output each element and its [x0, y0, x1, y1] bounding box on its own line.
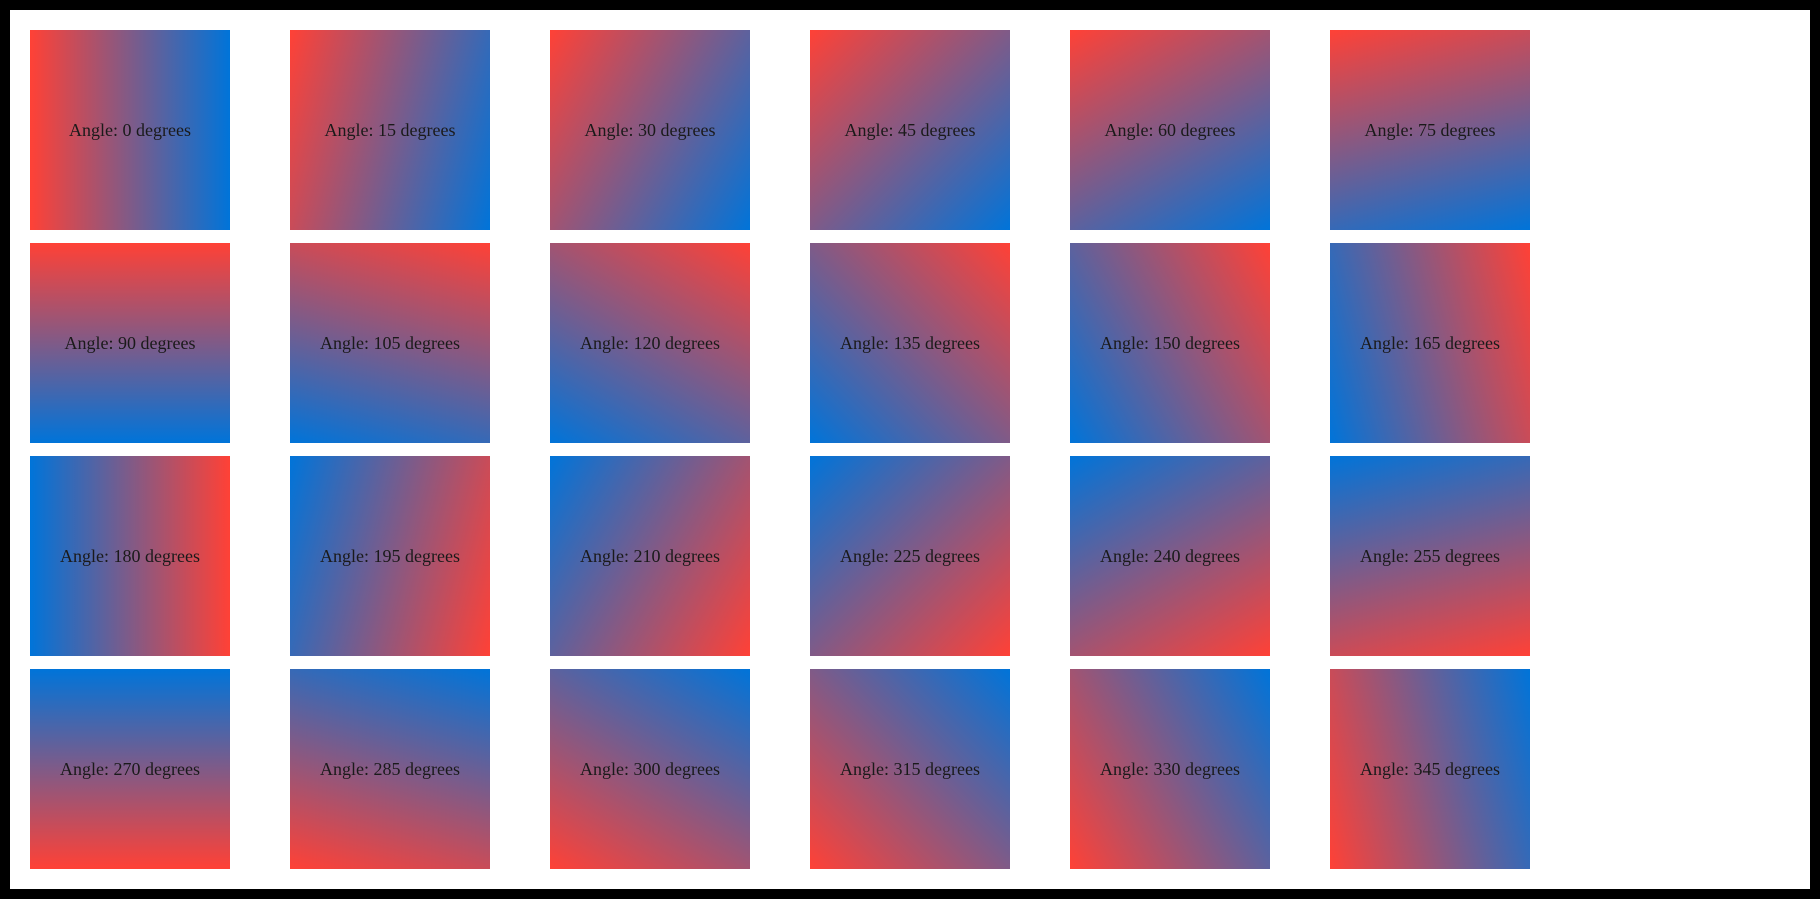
- tile-label: Angle: 270 degrees: [60, 758, 200, 779]
- tile-label: Angle: 15 degrees: [324, 119, 456, 140]
- tile-label: Angle: 90 degrees: [64, 332, 196, 353]
- tile-label: Angle: 60 degrees: [1104, 119, 1236, 140]
- gradient-tile: Angle: 60 degrees: [1070, 30, 1270, 230]
- tile-label: Angle: 315 degrees: [840, 758, 980, 779]
- gradient-tile: Angle: 240 degrees: [1070, 456, 1270, 656]
- gradient-tile: Angle: 300 degrees: [550, 669, 750, 869]
- gradient-tile: Angle: 315 degrees: [810, 669, 1010, 869]
- gradient-tile: Angle: 150 degrees: [1070, 243, 1270, 443]
- gradient-tile: Angle: 30 degrees: [550, 30, 750, 230]
- tile-label: Angle: 300 degrees: [580, 758, 720, 779]
- tile-label: Angle: 345 degrees: [1360, 758, 1500, 779]
- gradient-tile: Angle: 105 degrees: [290, 243, 490, 443]
- tile-label: Angle: 75 degrees: [1364, 119, 1496, 140]
- gradient-grid: Angle: 0 degrees Angle: 15 degrees Angle: …: [30, 30, 1530, 869]
- tile-label: Angle: 210 degrees: [580, 545, 720, 566]
- gradient-tile: Angle: 0 degrees: [30, 30, 230, 230]
- tile-label: Angle: 0 degrees: [69, 119, 191, 140]
- canvas-frame: Angle: 0 degrees Angle: 15 degrees Angle: …: [10, 10, 1810, 889]
- gradient-tile: Angle: 345 degrees: [1330, 669, 1530, 869]
- tile-label: Angle: 30 degrees: [584, 119, 716, 140]
- gradient-tile: Angle: 75 degrees: [1330, 30, 1530, 230]
- gradient-tile: Angle: 330 degrees: [1070, 669, 1270, 869]
- gradient-tile: Angle: 225 degrees: [810, 456, 1010, 656]
- tile-label: Angle: 330 degrees: [1100, 758, 1240, 779]
- tile-label: Angle: 240 degrees: [1100, 545, 1240, 566]
- tile-label: Angle: 180 degrees: [60, 545, 200, 566]
- tile-label: Angle: 45 degrees: [844, 119, 976, 140]
- gradient-tile: Angle: 180 degrees: [30, 456, 230, 656]
- gradient-tile: Angle: 45 degrees: [810, 30, 1010, 230]
- tile-label: Angle: 165 degrees: [1360, 332, 1500, 353]
- tile-label: Angle: 150 degrees: [1100, 332, 1240, 353]
- tile-label: Angle: 225 degrees: [840, 545, 980, 566]
- gradient-tile: Angle: 135 degrees: [810, 243, 1010, 443]
- gradient-tile: Angle: 195 degrees: [290, 456, 490, 656]
- gradient-tile: Angle: 255 degrees: [1330, 456, 1530, 656]
- tile-label: Angle: 285 degrees: [320, 758, 460, 779]
- gradient-tile: Angle: 165 degrees: [1330, 243, 1530, 443]
- gradient-tile: Angle: 90 degrees: [30, 243, 230, 443]
- gradient-tile: Angle: 285 degrees: [290, 669, 490, 869]
- tile-label: Angle: 105 degrees: [320, 332, 460, 353]
- tile-label: Angle: 135 degrees: [840, 332, 980, 353]
- gradient-tile: Angle: 210 degrees: [550, 456, 750, 656]
- gradient-tile: Angle: 15 degrees: [290, 30, 490, 230]
- tile-label: Angle: 120 degrees: [580, 332, 720, 353]
- tile-label: Angle: 255 degrees: [1360, 545, 1500, 566]
- gradient-tile: Angle: 120 degrees: [550, 243, 750, 443]
- gradient-tile: Angle: 270 degrees: [30, 669, 230, 869]
- tile-label: Angle: 195 degrees: [320, 545, 460, 566]
